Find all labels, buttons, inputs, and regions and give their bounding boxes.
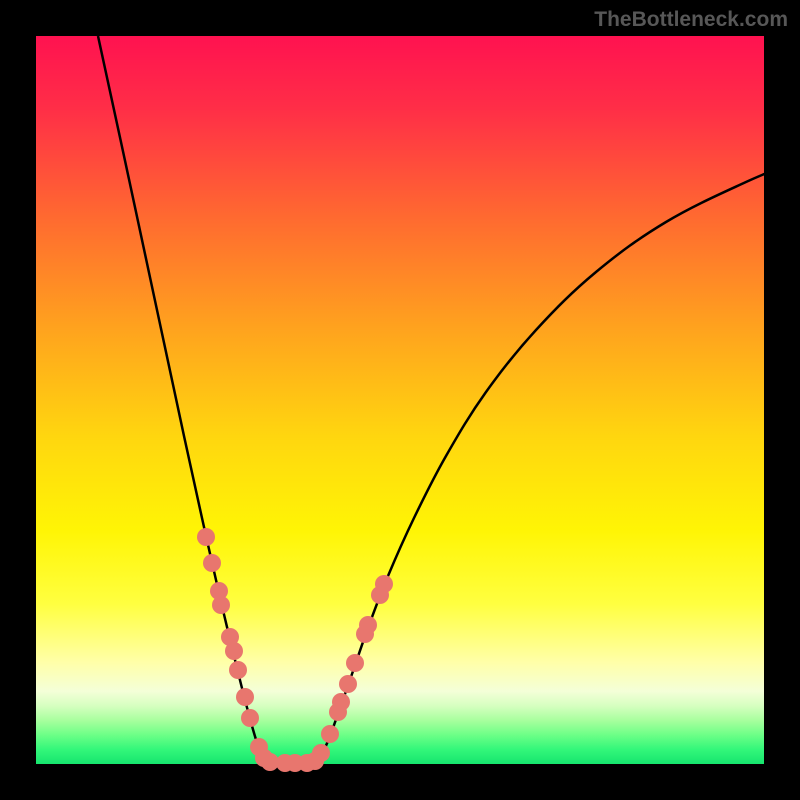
markers-layer xyxy=(36,36,764,764)
data-marker xyxy=(197,528,215,546)
data-marker xyxy=(203,554,221,572)
data-marker xyxy=(241,709,259,727)
data-marker xyxy=(312,744,330,762)
data-marker xyxy=(321,725,339,743)
watermark: TheBottleneck.com xyxy=(594,8,788,32)
data-marker xyxy=(229,661,247,679)
data-marker xyxy=(236,688,254,706)
data-marker xyxy=(375,575,393,593)
data-marker xyxy=(339,675,357,693)
data-marker xyxy=(212,596,230,614)
data-marker xyxy=(346,654,364,672)
bottleneck-chart xyxy=(36,36,764,764)
data-marker xyxy=(332,693,350,711)
data-marker xyxy=(225,642,243,660)
data-marker xyxy=(359,616,377,634)
